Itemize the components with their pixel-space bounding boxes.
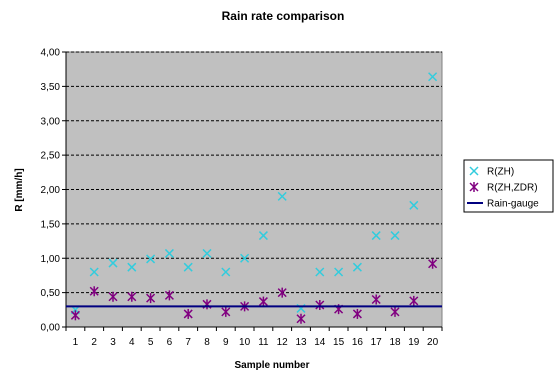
data-point <box>352 308 362 319</box>
y-tick-label: 1,00 <box>41 254 61 265</box>
data-point <box>164 248 174 258</box>
x-tick-label: 15 <box>333 337 345 348</box>
data-point <box>108 291 118 302</box>
data-point <box>409 200 419 210</box>
x-tick-label: 4 <box>129 337 135 348</box>
data-point <box>89 286 99 297</box>
data-point <box>240 253 250 263</box>
series-layer <box>66 72 442 324</box>
x-axis-ticks: 1 2 3 4 5 6 7 8 9 10 11 12 13 14 15 16 17 18 19 20 <box>65 327 443 348</box>
y-tick-label: 0,00 <box>41 323 61 334</box>
legend-label: R(ZH) <box>487 167 514 178</box>
data-point <box>258 296 268 307</box>
data-point <box>108 258 118 268</box>
x-axis-label: Sample number <box>234 360 309 371</box>
data-point <box>371 294 381 305</box>
legend-marker <box>469 182 479 192</box>
data-point <box>89 267 99 277</box>
legend: R(ZH) R(ZH,ZDR) Rain-gauge <box>463 159 554 213</box>
x-tick-label: 3 <box>110 337 116 348</box>
legend-label: R(ZH,ZDR) <box>487 183 538 194</box>
data-point <box>183 308 193 319</box>
x-tick-label: 10 <box>239 337 251 348</box>
x-tick-label: 17 <box>371 337 383 348</box>
x-tick-label: 8 <box>204 337 210 348</box>
data-point <box>127 262 137 272</box>
data-point <box>146 293 156 304</box>
x-tick-label: 18 <box>389 337 401 348</box>
x-tick-label: 14 <box>314 337 326 348</box>
x-tick-label: 2 <box>91 337 97 348</box>
data-point <box>183 262 193 272</box>
data-point <box>334 267 344 277</box>
data-point <box>409 295 419 306</box>
data-point <box>428 72 438 82</box>
y-axis-ticks: 0,00 0,50 1,00 1,50 2,00 2,50 3,00 3,50 4,00 <box>41 48 66 334</box>
x-tick-label: 11 <box>258 337 269 348</box>
y-tick-label: 3,50 <box>41 82 61 93</box>
data-point <box>258 231 268 241</box>
y-tick-label: 2,00 <box>41 185 61 196</box>
data-point <box>164 290 174 301</box>
data-point <box>315 267 325 277</box>
x-tick-label: 20 <box>427 337 439 348</box>
data-point <box>277 191 287 201</box>
data-point <box>221 306 231 317</box>
data-point <box>352 262 362 272</box>
data-point <box>277 287 287 298</box>
data-point <box>390 231 400 241</box>
y-tick-label: 0,50 <box>41 288 61 299</box>
x-tick-label: 7 <box>185 337 191 348</box>
y-tick-label: 3,00 <box>41 116 61 127</box>
data-point <box>221 267 231 277</box>
x-tick-label: 16 <box>352 337 364 348</box>
x-tick-label: 9 <box>223 337 229 348</box>
data-point <box>390 306 400 317</box>
y-tick-label: 2,50 <box>41 151 61 162</box>
x-tick-label: 12 <box>277 337 289 348</box>
data-point <box>146 254 156 264</box>
x-tick-label: 5 <box>148 337 154 348</box>
data-point <box>127 291 137 302</box>
data-point <box>315 300 325 310</box>
x-tick-label: 13 <box>295 337 307 348</box>
legend-label: Rain-gauge <box>487 199 539 210</box>
data-point <box>428 258 438 269</box>
y-axis-label: R [mm/h] <box>14 168 25 211</box>
y-tick-label: 1,50 <box>41 219 61 230</box>
data-point <box>202 248 212 258</box>
x-tick-label: 6 <box>167 337 173 348</box>
x-tick-label: 1 <box>73 337 79 348</box>
data-point <box>371 231 381 241</box>
data-point <box>70 310 80 321</box>
data-point <box>296 313 306 324</box>
legend-marker <box>469 166 479 176</box>
y-tick-label: 4,00 <box>41 48 61 59</box>
x-tick-label: 19 <box>408 337 420 348</box>
chart-title: Rain rate comparison <box>222 9 345 23</box>
